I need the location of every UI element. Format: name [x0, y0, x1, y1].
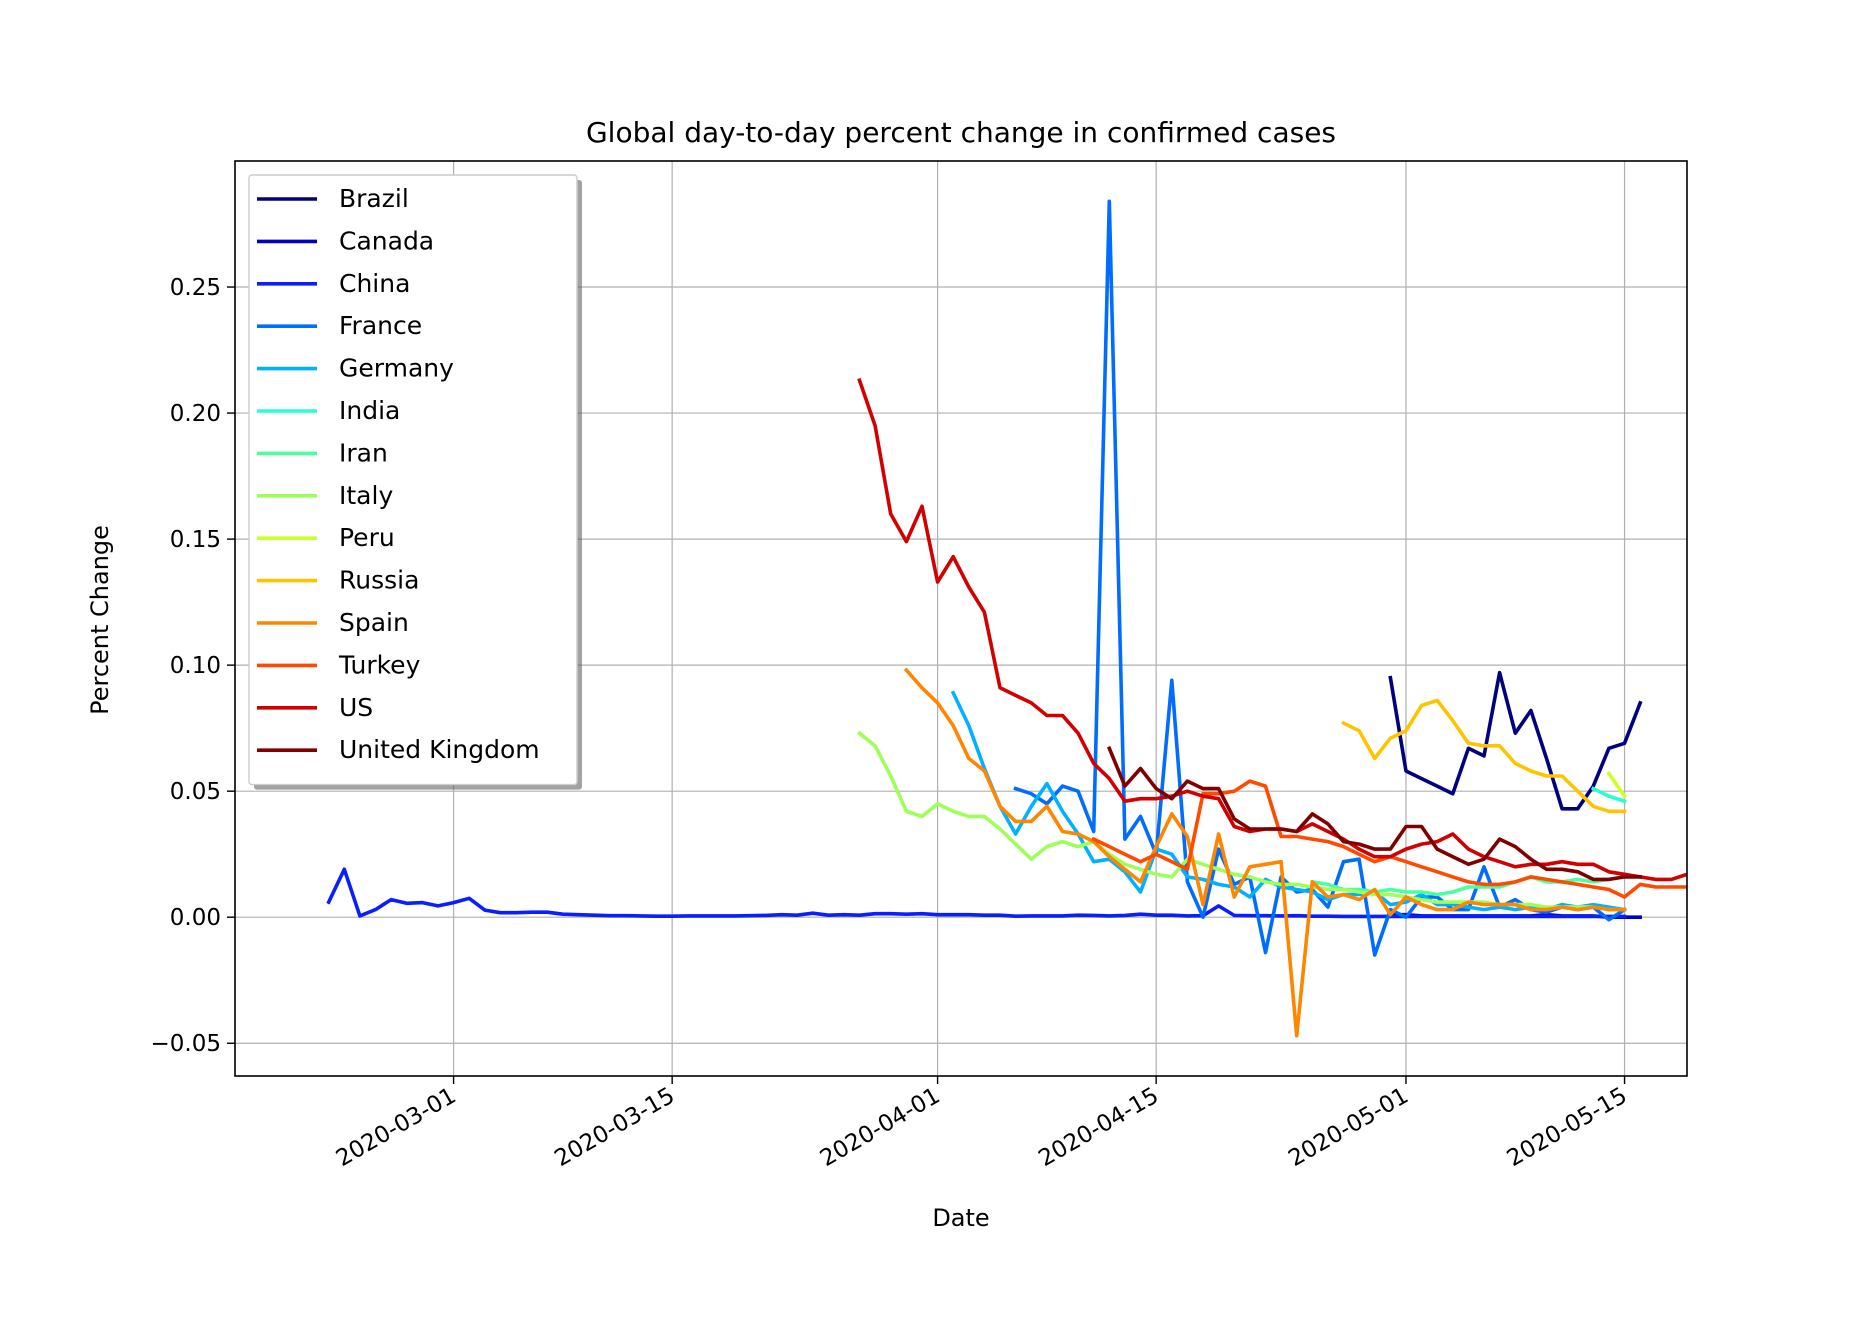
series-line-germany	[950, 690, 1627, 912]
y-tick-label: 0.15	[170, 527, 221, 553]
legend-label: Russia	[339, 566, 419, 595]
series-line-united-kingdom	[1106, 745, 1642, 882]
x-tick-label: 2020-04-15	[1034, 1083, 1163, 1172]
series-line-peru	[1606, 770, 1628, 799]
legend-label: India	[339, 396, 400, 425]
x-tick-label: 2020-04-01	[816, 1083, 945, 1172]
series-line-us	[857, 378, 1687, 882]
legend-label: Spain	[339, 608, 409, 637]
legend-label: US	[339, 693, 373, 722]
y-axis-label: Percent Change	[86, 525, 114, 715]
legend-label: Germany	[339, 354, 454, 383]
x-tick-label: 2020-03-15	[550, 1083, 679, 1172]
y-tick-label: −0.05	[151, 1031, 221, 1057]
y-tick-label: 0.25	[170, 275, 221, 301]
y-tick-label: 0.20	[170, 401, 221, 427]
legend-label: Brazil	[339, 184, 409, 213]
legend-label: Peru	[339, 523, 395, 552]
series-line-india	[1590, 786, 1627, 804]
legend-label: France	[339, 311, 422, 340]
chart-title: Global day-to-day percent change in conf…	[586, 116, 1336, 149]
legend-label: Canada	[339, 226, 434, 255]
x-tick-label: 2020-03-01	[332, 1083, 461, 1172]
x-tick-label: 2020-05-15	[1503, 1083, 1632, 1172]
legend-label: Italy	[339, 481, 393, 510]
series-line-russia	[1341, 698, 1627, 814]
plot-frame	[234, 160, 1688, 1077]
legend-label: Iran	[339, 438, 388, 467]
y-tick-label: 0.00	[170, 905, 221, 931]
legend-label: Turkey	[338, 650, 421, 679]
series-line-turkey	[1091, 779, 1687, 899]
y-tick-label: 0.05	[170, 779, 221, 805]
legend: Brazil Canada China France Germany India Iran I…	[248, 174, 582, 790]
series-lines	[326, 199, 1687, 1038]
legend-box	[248, 174, 578, 786]
x-axis-label: Date	[932, 1204, 989, 1232]
series-line-spain	[903, 667, 1627, 1038]
y-tick-label: 0.10	[170, 653, 221, 679]
legend-label: United Kingdom	[339, 735, 540, 764]
series-line-iran	[1310, 874, 1627, 897]
series-line-brazil	[1388, 670, 1643, 811]
x-tick-label: 2020-05-01	[1284, 1083, 1413, 1172]
legend-label: China	[339, 269, 410, 298]
